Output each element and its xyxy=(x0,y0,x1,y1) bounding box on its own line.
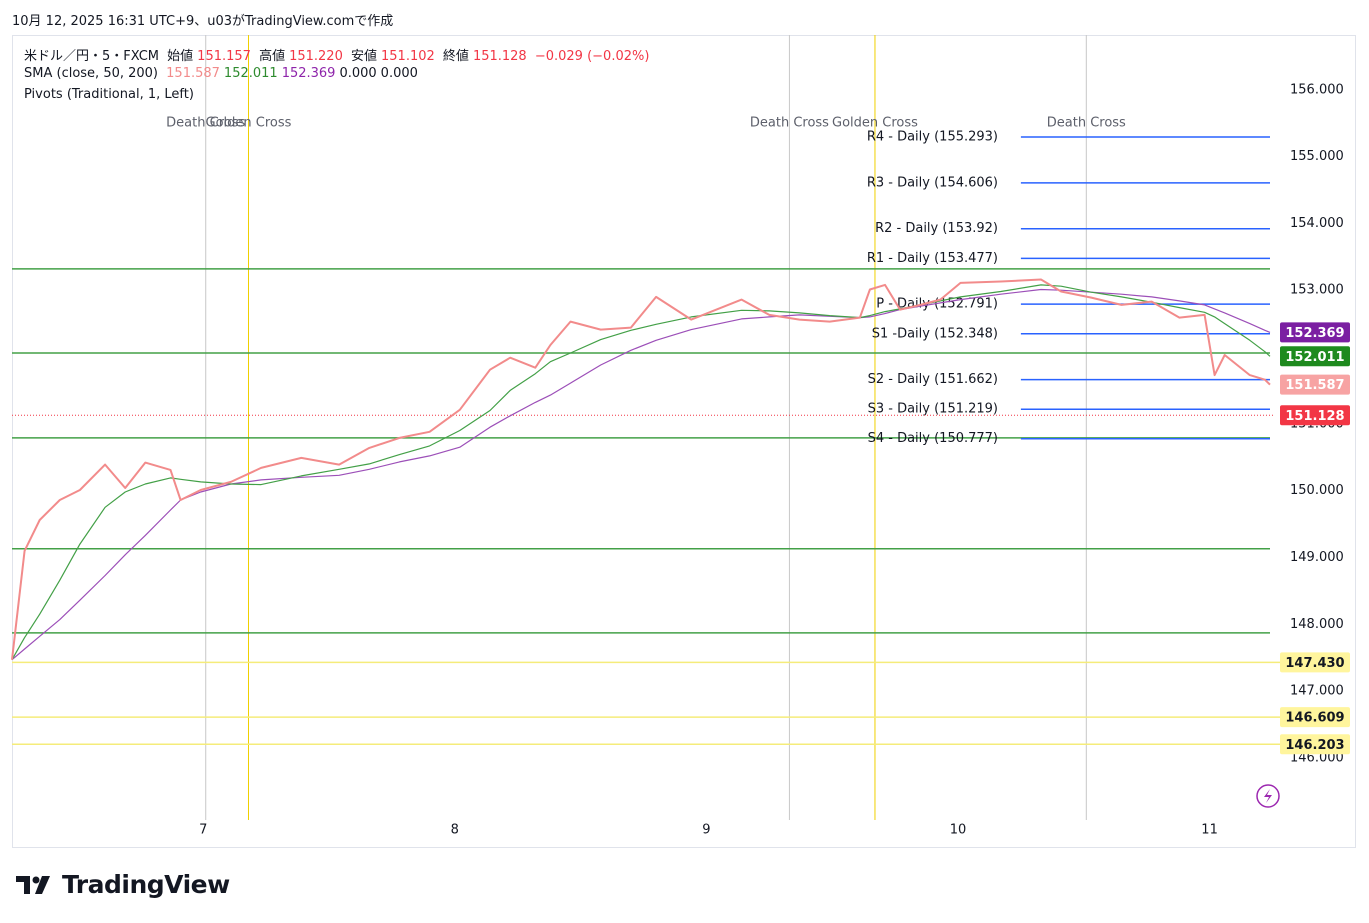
ohlc-value: 151.220 xyxy=(289,49,343,64)
pivot-label: R2 - Daily (153.92) xyxy=(875,221,998,236)
change: −0.029 (−0.02%) xyxy=(534,49,650,64)
lightning-icon xyxy=(1256,784,1280,808)
ohlc-label: 始値 xyxy=(167,49,194,64)
sma-value: 0.000 xyxy=(339,66,377,81)
y-tick-label: 150.000 xyxy=(1290,483,1344,498)
x-tick-label: 11 xyxy=(1201,823,1218,838)
event-label: Death Cross xyxy=(750,116,829,131)
ohlc-value: 151.102 xyxy=(381,49,435,64)
price-label: 152.369 xyxy=(1285,326,1344,341)
tv-logo-icon xyxy=(16,876,50,894)
price-label: 152.011 xyxy=(1285,350,1344,365)
y-tick-label: 149.000 xyxy=(1290,550,1344,565)
sma-legend: SMA (close, 50, 200) 151.587 152.011 152.3… xyxy=(24,66,422,81)
price-label: 151.128 xyxy=(1285,409,1344,424)
price-label-box xyxy=(1280,346,1350,367)
sma-value: 152.011 xyxy=(223,66,278,81)
series-line xyxy=(11,284,1271,660)
event-label: Golden Cross xyxy=(832,116,918,131)
price-label: 151.587 xyxy=(1285,378,1344,393)
price-label: 146.203 xyxy=(1285,738,1344,753)
sma-value: 0.000 xyxy=(380,66,418,81)
ohlc-label: 安値 xyxy=(351,49,378,64)
ohlc-value: 151.128 xyxy=(472,49,527,64)
price-label: 147.430 xyxy=(1285,656,1344,671)
pivots-legend: Pivots (Traditional, 1, Left) xyxy=(24,87,194,102)
x-tick-label: 8 xyxy=(451,823,459,838)
price-label-box xyxy=(1280,322,1350,343)
price-label-box xyxy=(1280,405,1350,426)
event-label: Death Cross xyxy=(166,116,245,131)
price-label-box xyxy=(1280,707,1350,728)
price-label: 146.609 xyxy=(1285,711,1344,726)
price-label-box xyxy=(1280,374,1350,395)
y-tick-label: 153.000 xyxy=(1290,283,1344,298)
pivot-label: S1 -Daily (152.348) xyxy=(872,326,998,341)
sma-label: SMA (close, 50, 200) xyxy=(24,66,159,81)
caption: 10月 12, 2025 16:31 UTC+9、u03がTradingView… xyxy=(12,14,394,29)
brand: TradingView xyxy=(62,870,230,899)
event-label: Death Cross xyxy=(1047,116,1126,131)
ohlc-label: 高値 xyxy=(259,49,286,64)
price-label-box xyxy=(1280,734,1350,755)
y-tick-label: 154.000 xyxy=(1290,216,1344,231)
price-label-box xyxy=(1280,652,1350,673)
y-tick-label: 155.000 xyxy=(1290,149,1344,164)
series-line xyxy=(11,288,1271,661)
x-tick-label: 9 xyxy=(702,823,710,838)
symbol: 米ドル／円・5・FXCM xyxy=(24,49,160,64)
sma-value: 152.369 xyxy=(281,66,336,81)
pivot-label: S2 - Daily (151.662) xyxy=(868,372,998,387)
sma-value: 151.587 xyxy=(166,66,220,81)
y-tick-label: 156.000 xyxy=(1290,82,1344,97)
event-label: Golden Cross xyxy=(206,116,292,131)
pivot-label: S3 - Daily (151.219) xyxy=(868,402,998,417)
pivot-label: R1 - Daily (153.477) xyxy=(867,251,998,266)
ohlc-label: 終値 xyxy=(442,49,469,64)
pivot-label: S4 - Daily (150.777) xyxy=(868,431,998,446)
y-tick-label: 147.000 xyxy=(1290,684,1344,699)
ohlc-legend: 米ドル／円・5・FXCM 始値 151.157 高値 151.220 安値 151.1… xyxy=(24,45,653,64)
ohlc-value: 151.157 xyxy=(197,49,251,64)
x-tick-label: 10 xyxy=(950,823,967,838)
y-tick-label: 148.000 xyxy=(1290,617,1344,632)
series-line xyxy=(11,278,1271,660)
pivot-label: R3 - Daily (154.606) xyxy=(867,175,998,190)
frame xyxy=(12,35,1356,848)
pivot-label: R4 - Daily (155.293) xyxy=(867,130,998,145)
x-tick-label: 7 xyxy=(199,823,207,838)
